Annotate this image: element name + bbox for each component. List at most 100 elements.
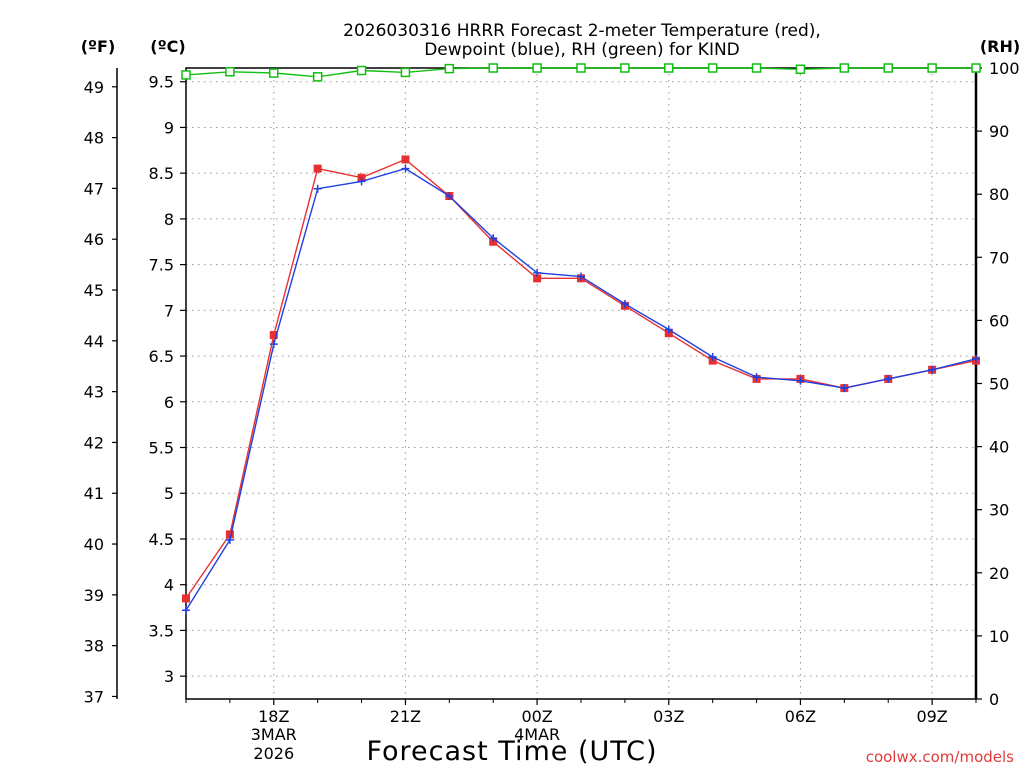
temperature-line [185, 158, 977, 599]
rh-point [576, 63, 586, 73]
rh-point [707, 63, 718, 73]
dewpoint-point [796, 376, 805, 385]
temperature-point [313, 164, 322, 173]
temperature-point [401, 155, 410, 164]
dewpoint-point [884, 374, 893, 383]
rh-tick-label: 60 [989, 311, 1009, 330]
fahrenheit-tick-label: 41 [84, 484, 104, 503]
celsius-unit-label: (ºC) [150, 37, 185, 56]
x-tick-label: 03Z [653, 707, 684, 726]
rh-point [839, 63, 850, 73]
dewpoint-line [185, 167, 977, 611]
x-tick-label: 00Z [521, 707, 552, 726]
fahrenheit-unit-label: (ºF) [81, 37, 116, 56]
rh-point [751, 63, 762, 73]
fahrenheit-tick-label: 45 [84, 281, 104, 300]
x-tick-year: 2026 [253, 744, 294, 763]
x-tick-label: 21Z [390, 707, 421, 726]
dewpoint-point [489, 234, 498, 243]
rh-tick-label: 100 [989, 59, 1020, 78]
dewpoint-point [269, 340, 278, 349]
celsius-axis: 3 3.5 4 4.5 5 5.5 6 6.5 7 7.5 8 8.5 9 9.5 [149, 73, 186, 686]
fahrenheit-tick-label: 39 [84, 586, 104, 605]
rh-point [225, 67, 235, 77]
celsius-tick-label: 3.5 [149, 621, 174, 640]
celsius-tick-label: 9 [164, 118, 174, 137]
chart-title-line1: 2026030316 HRRR Forecast 2-meter Tempera… [343, 21, 821, 41]
rh-tick-label: 50 [989, 375, 1009, 394]
celsius-tick-label: 5.5 [149, 439, 174, 458]
rh-tick-label: 10 [989, 627, 1009, 646]
dewpoint-point [752, 373, 761, 382]
celsius-tick-label: 6.5 [149, 347, 174, 366]
temperature-point [533, 274, 542, 283]
dewpoint-point [533, 268, 542, 277]
rh-point [664, 63, 674, 73]
dewpoint-point [313, 184, 322, 193]
gridlines [186, 68, 976, 699]
rh-unit-label: (RH) [980, 37, 1020, 56]
x-tick-label: 18Z [258, 707, 289, 726]
fahrenheit-tick-label: 38 [84, 637, 104, 656]
celsius-tick-label: 7.5 [149, 256, 174, 275]
rh-point [181, 70, 191, 80]
dewpoint-point [928, 365, 937, 374]
fahrenheit-tick-label: 40 [84, 535, 104, 554]
rh-tick-label: 40 [989, 438, 1009, 457]
x-tick-date: 3MAR [251, 725, 297, 744]
rh-tick-label: 0 [989, 690, 999, 709]
rh-tick-label: 20 [989, 564, 1009, 583]
temperature-point [182, 594, 190, 603]
celsius-tick-label: 6 [164, 393, 174, 412]
rh-tick-label: 70 [989, 248, 1009, 267]
dewpoint-point [357, 177, 366, 186]
rh-point [532, 63, 542, 73]
rh-point [883, 63, 893, 73]
dewpoint-point [401, 164, 410, 173]
rh-point [620, 63, 630, 73]
dewpoint-point [972, 354, 980, 363]
fahrenheit-tick-label: 49 [84, 78, 104, 97]
dewpoint-point [225, 535, 234, 544]
x-tick-label: 06Z [785, 707, 816, 726]
fahrenheit-tick-label: 46 [84, 230, 104, 249]
celsius-tick-label: 8 [164, 210, 174, 229]
rh-point [312, 72, 323, 82]
rh-point [971, 63, 981, 73]
plot-frame [185, 67, 977, 700]
dewpoint-point [620, 299, 629, 308]
rh-axis: 0 10 20 30 40 50 60 70 80 90 100 [976, 59, 1020, 709]
fahrenheit-tick-label: 44 [84, 332, 104, 351]
celsius-tick-label: 3 [164, 667, 174, 686]
rh-tick-label: 90 [989, 122, 1009, 141]
chart-title-line2: Dewpoint (blue), RH (green) for KIND [424, 40, 740, 60]
celsius-tick-label: 4 [164, 576, 174, 595]
celsius-tick-label: 5 [164, 484, 174, 503]
celsius-tick-label: 7 [164, 301, 174, 320]
fahrenheit-axis: 37 38 39 40 41 42 43 44 45 46 47 48 49 [84, 78, 117, 706]
dewpoint-point [664, 325, 673, 334]
rh-point [269, 68, 279, 78]
fahrenheit-tick-label: 42 [84, 433, 104, 452]
temperature-point [269, 331, 278, 340]
dewpoint-point [708, 352, 717, 361]
dewpoint-point [577, 272, 585, 281]
x-tick-label: 09Z [916, 707, 947, 726]
rh-point [795, 64, 806, 75]
rh-tick-label: 80 [989, 185, 1009, 204]
credit-text: coolwx.com/models [866, 748, 1014, 766]
dewpoint-point [182, 606, 190, 615]
x-axis-title: Forecast Time (UTC) [366, 736, 657, 767]
rh-point [927, 63, 937, 73]
rh-point [488, 63, 498, 73]
temperature-point [225, 530, 234, 539]
fahrenheit-tick-label: 47 [84, 179, 104, 198]
fahrenheit-tick-label: 48 [84, 129, 104, 148]
fahrenheit-tick-label: 37 [84, 687, 104, 706]
rh-point [400, 67, 411, 78]
rh-tick-label: 30 [989, 501, 1009, 520]
rh-point [444, 63, 455, 74]
celsius-tick-label: 4.5 [149, 530, 174, 549]
